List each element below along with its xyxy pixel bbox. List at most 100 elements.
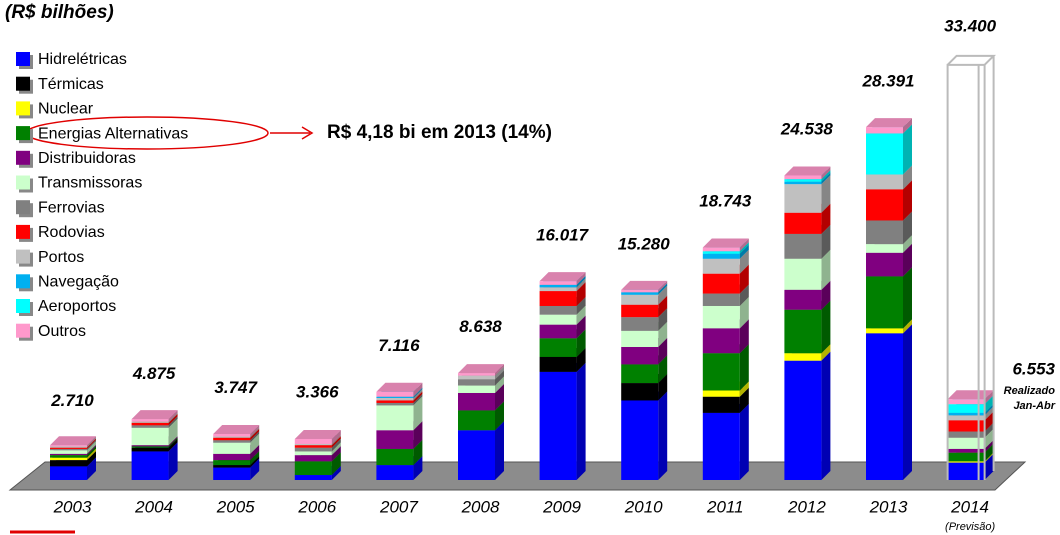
bar-segment [947,399,985,405]
bar-segment [213,434,251,437]
bar-side [168,418,178,446]
bar-side [739,284,749,306]
legend-label: Térmicas [38,76,104,93]
bar-side [739,344,749,391]
floor [8,461,1027,491]
bar-segment [702,328,740,354]
bar-side [658,283,668,295]
bar-segment [294,461,332,476]
bar-segment [50,455,87,458]
legend-swatch [16,175,30,190]
bar-segment [947,462,985,480]
realized-note: Realizado [1004,385,1056,397]
bar-side [495,370,504,386]
total-label: 7.116 [378,336,420,355]
bar-segment [539,284,577,288]
x-tick-label: 2005 [216,497,255,516]
bar-segment [784,179,822,182]
bar-segment [376,400,414,403]
bar-side [576,282,586,306]
bar-side [168,436,178,447]
bar-side [413,421,423,449]
legend-label: Nuclear [38,101,94,118]
bar-segment [213,465,251,468]
bar-side [739,387,749,413]
bar-side [821,172,831,185]
bar-side [984,453,994,480]
x-tick-label: 2014 [950,497,989,516]
bar-segment [702,258,740,274]
bar-segment [539,281,577,285]
bar-side [413,388,423,401]
legend-swatch [16,323,30,338]
bar-side [87,438,96,449]
bar-side [821,175,831,213]
bar-side [331,446,341,462]
bar-segment [458,385,495,393]
bar-segment [702,273,740,294]
bar-segment [294,447,332,452]
bar-segment [866,174,903,190]
forecast-outline [946,54,997,480]
bar-top [50,436,96,446]
bar-side [87,446,96,458]
bar-segment [784,309,822,354]
bar-segment [947,448,985,453]
bar-segment [784,233,822,259]
bar-segment [131,422,169,426]
bar-segment [947,461,985,463]
bar-side [87,437,96,448]
legend-label: Aeroportos [38,298,116,315]
legend-swatch [16,150,30,165]
bar-segment [376,405,414,431]
bar-top [458,364,504,374]
bar-side [413,387,423,398]
forecast-note: (Previsão) [945,521,995,533]
bar-top [866,118,912,128]
bar-side [739,249,749,274]
bar-side [413,456,423,480]
bar-segment [866,133,903,175]
bar-side [821,300,831,354]
bar-side [331,438,341,452]
bar-segment [376,397,414,401]
bar-segment [784,353,822,361]
legend-label: Hidrelétricas [38,51,127,68]
bar-side [903,324,912,480]
bar-side [739,403,749,480]
bar-segment [702,390,740,397]
bar-segment [947,437,985,449]
bar-segment [539,371,577,480]
bar-side [658,280,668,293]
legend-label: Distribuidoras [38,150,136,167]
bar-segment [376,402,414,406]
bar-side [576,305,586,325]
bar-segment [621,383,659,401]
legend-swatch [16,224,30,239]
bar-side [984,443,994,462]
bar-side [821,351,831,480]
x-tick-label: 2010 [624,497,663,516]
bar-segment [458,375,495,380]
bar-segment [539,338,577,357]
bar-side [250,451,260,466]
bar-segment [866,328,903,334]
bar-segment [213,460,251,466]
legend-swatch [16,274,30,289]
bar-side [984,411,994,432]
bar-side [821,224,831,259]
bar-side [576,272,586,285]
bar-side [821,280,831,310]
bar-side [576,329,586,357]
legend-label: Energias Alternativas [38,125,188,142]
total-label: 6.553 [1012,359,1055,378]
bar-segment [621,294,659,305]
total-label: 3.366 [296,383,339,402]
bar-segment [376,465,414,480]
bar-side [821,170,831,182]
bar-segment [702,412,740,480]
bar-segment [621,304,659,318]
bar-top [621,280,668,290]
bar-side [658,285,668,305]
bar-side [168,410,178,422]
